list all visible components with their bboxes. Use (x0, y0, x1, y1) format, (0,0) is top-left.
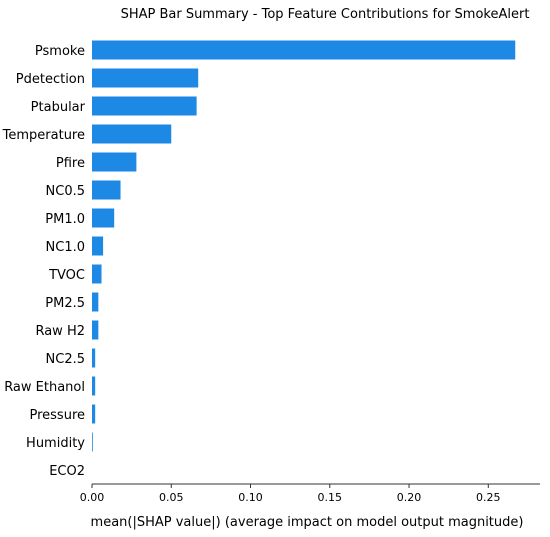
x-axis-label: mean(|SHAP value|) (average impact on mo… (91, 515, 524, 530)
bar-nc2-5 (92, 348, 96, 368)
bars-layer (92, 40, 516, 452)
x-tick-label: 0.20 (397, 491, 422, 504)
category-label: Pfire (56, 156, 85, 171)
category-label: NC2.5 (46, 352, 85, 367)
x-tick-label: 0.05 (159, 491, 184, 504)
bar-humidity (92, 432, 93, 452)
bar-pm2-5 (92, 292, 99, 312)
x-tick-label: 0.10 (238, 491, 263, 504)
category-label: Ptabular (31, 100, 86, 115)
category-label: TVOC (48, 268, 85, 283)
bar-nc0-5 (92, 180, 121, 200)
bar-ptabular (92, 96, 197, 116)
category-label: Raw Ethanol (4, 380, 85, 395)
x-axis: 0.00 0.05 0.10 0.15 0.20 0.25 (80, 483, 540, 504)
category-labels: Psmoke Pdetection Ptabular Temperature Pfire… (2, 44, 86, 479)
category-label: Raw H2 (35, 324, 85, 339)
category-label: Humidity (26, 436, 85, 451)
bar-raw-h2 (92, 320, 99, 340)
category-label: Pressure (29, 408, 85, 423)
bar-nc1-0 (92, 236, 104, 256)
bar-pfire (92, 152, 137, 172)
category-label: PM1.0 (45, 212, 85, 227)
category-label: Pdetection (16, 72, 85, 87)
chart-title: SHAP Bar Summary - Top Feature Contribut… (121, 7, 530, 22)
category-label: Temperature (2, 128, 85, 143)
category-label: NC1.0 (46, 240, 85, 255)
bar-raw-ethanol (92, 376, 96, 396)
x-tick-label: 0.00 (80, 491, 105, 504)
category-label: PM2.5 (45, 296, 85, 311)
bar-pdetection (92, 68, 199, 88)
x-tick-label: 0.25 (476, 491, 501, 504)
bar-temperature (92, 124, 172, 144)
bar-psmoke (92, 40, 516, 60)
category-label: ECO2 (49, 464, 85, 479)
bar-tvoc (92, 264, 102, 284)
category-label: NC0.5 (46, 184, 85, 199)
category-label: Psmoke (35, 44, 85, 59)
bar-pm1-0 (92, 208, 115, 228)
x-tick-label: 0.15 (318, 491, 343, 504)
bar-pressure (92, 404, 96, 424)
